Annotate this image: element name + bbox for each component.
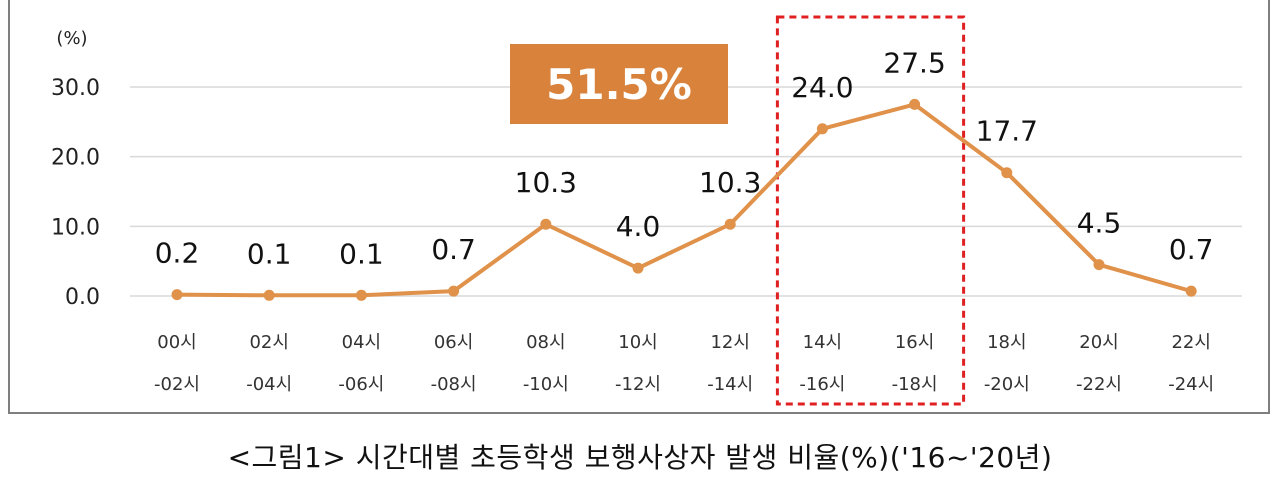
y-tick-label: 0.0 xyxy=(65,285,100,310)
data-point xyxy=(724,218,736,230)
x-tick-label: 12시 xyxy=(710,332,749,353)
x-tick-label: -18시 xyxy=(892,374,938,395)
data-label: 10.3 xyxy=(515,166,577,199)
x-tick-label: 14시 xyxy=(803,332,842,353)
x-tick-label: 22시 xyxy=(1171,332,1210,353)
data-point xyxy=(632,262,644,274)
figure-caption: <그림1> 시간대별 초등학생 보행사상자 발생 비율(%)('16~'20년) xyxy=(227,441,1053,474)
x-tick-label: 18시 xyxy=(987,332,1026,353)
x-tick-label: 06시 xyxy=(434,332,473,353)
x-tick-label: 04시 xyxy=(342,332,381,353)
x-tick-label: -16시 xyxy=(799,374,845,395)
x-tick-label: 08시 xyxy=(526,332,565,353)
x-tick-label: 16시 xyxy=(895,332,934,353)
x-tick-label: -08시 xyxy=(431,374,477,395)
data-point xyxy=(355,289,367,301)
data-label: 4.5 xyxy=(1077,207,1122,240)
x-tick-label: -14시 xyxy=(707,374,753,395)
x-tick-label: 02시 xyxy=(249,332,288,353)
data-point xyxy=(816,123,828,135)
y-unit-label: (%) xyxy=(56,28,87,49)
x-tick-label: 20시 xyxy=(1079,332,1118,353)
x-tick-label: -10시 xyxy=(523,374,569,395)
data-label: 0.1 xyxy=(339,237,384,270)
data-point xyxy=(263,289,275,301)
x-tick-label: -04시 xyxy=(246,374,292,395)
data-point xyxy=(448,285,460,297)
highlight-box xyxy=(775,15,966,406)
y-tick-label: 20.0 xyxy=(51,146,100,171)
x-tick-label: -12시 xyxy=(615,374,661,395)
data-label: 0.7 xyxy=(431,233,476,266)
x-tick-label: -02시 xyxy=(154,374,200,395)
x-tick-label: -24시 xyxy=(1168,374,1214,395)
data-label: 4.0 xyxy=(616,210,661,243)
data-point xyxy=(1185,285,1197,297)
x-tick-label: 00시 xyxy=(157,332,196,353)
y-tick-label: 30.0 xyxy=(51,76,100,101)
data-label: 17.7 xyxy=(976,115,1038,148)
data-point xyxy=(1001,167,1013,179)
x-tick-label: 10시 xyxy=(618,332,657,353)
data-point xyxy=(540,218,552,230)
series-line xyxy=(176,102,1192,298)
data-label: 0.7 xyxy=(1169,233,1214,266)
data-label: 0.2 xyxy=(155,237,200,270)
data-point xyxy=(909,98,921,110)
data-label: 24.0 xyxy=(791,71,853,104)
data-label: 27.5 xyxy=(883,46,945,79)
x-tick-label: -06시 xyxy=(338,374,384,395)
highlight-callout: 51.5% xyxy=(510,44,728,124)
data-label: 0.1 xyxy=(247,237,292,270)
data-label: 10.3 xyxy=(699,166,761,199)
y-tick-label: 10.0 xyxy=(51,215,100,240)
data-point xyxy=(1093,259,1105,271)
chart-frame xyxy=(8,0,1270,414)
x-tick-label: -20시 xyxy=(984,374,1030,395)
x-tick-label: -22시 xyxy=(1076,374,1122,395)
data-point xyxy=(171,289,183,301)
